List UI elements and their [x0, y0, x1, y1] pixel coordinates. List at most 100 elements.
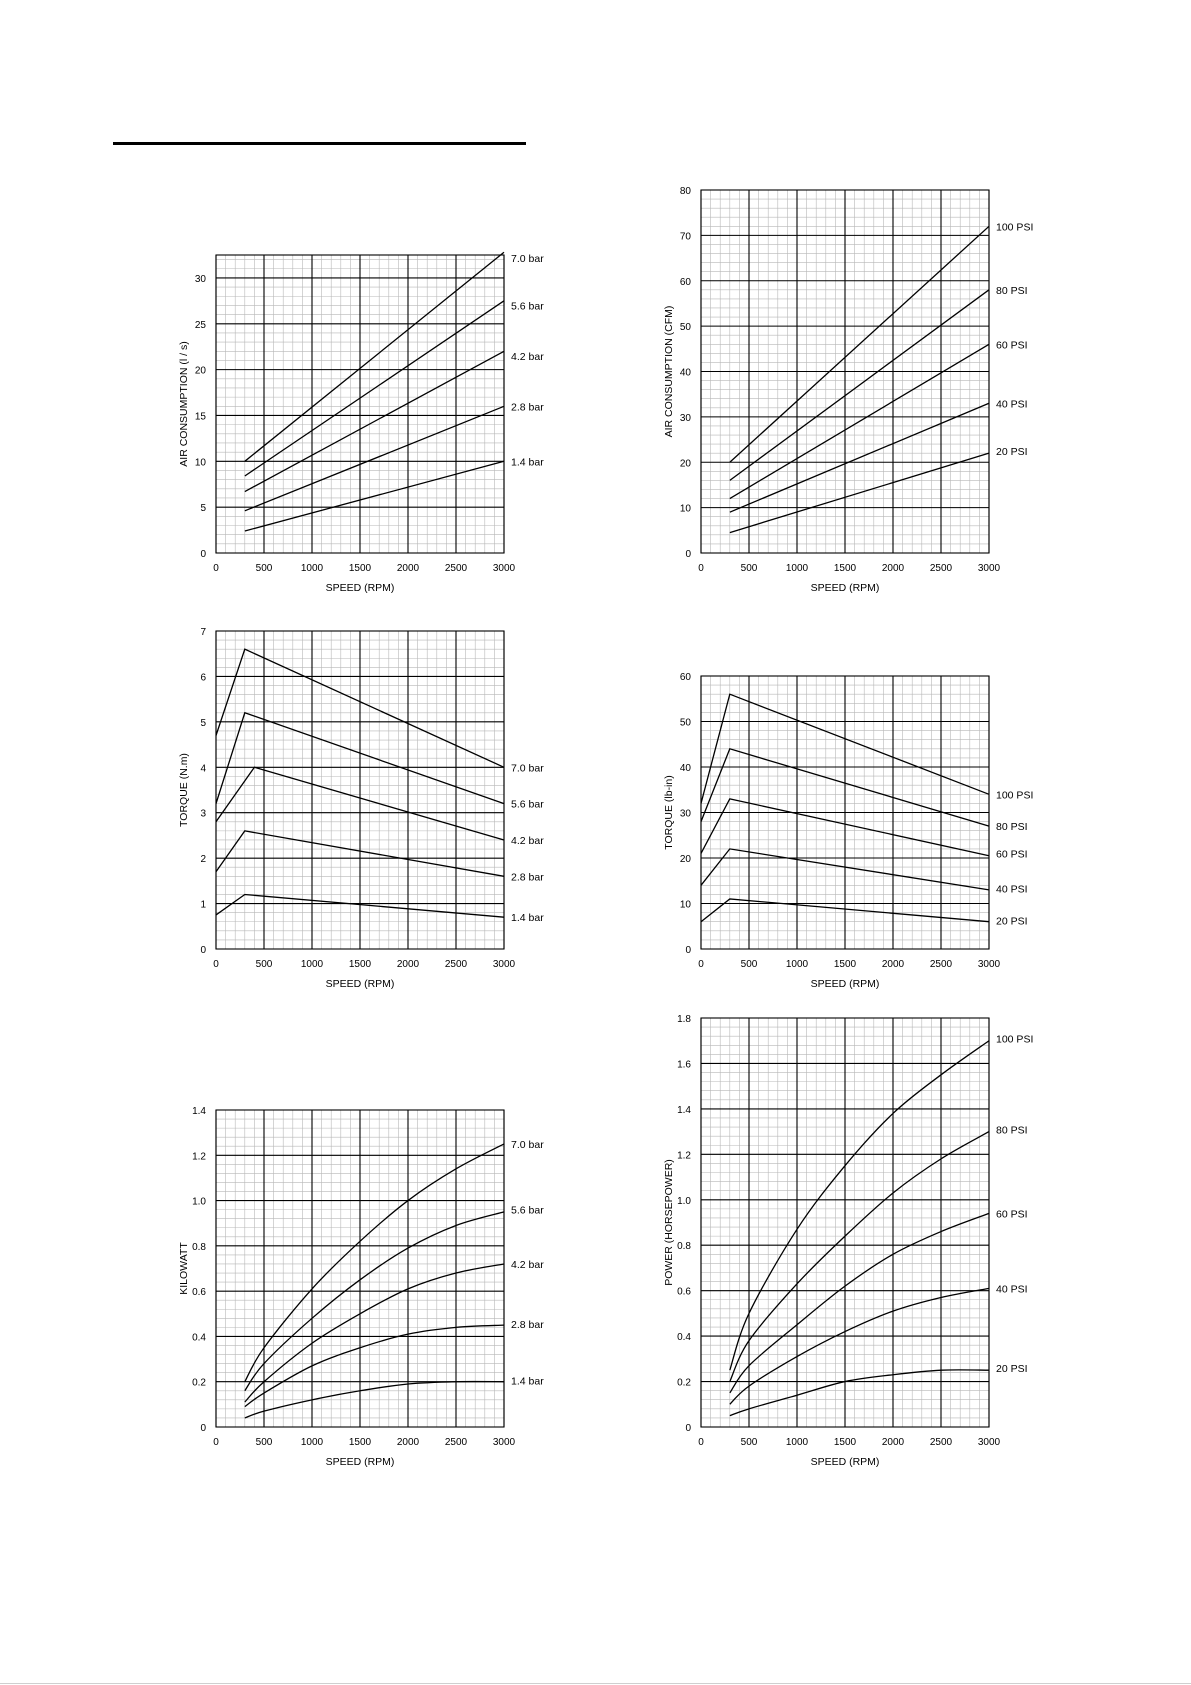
y-tick-label: 7: [200, 627, 206, 638]
major-grid: [215, 255, 505, 554]
series-line: [729, 1287, 990, 1405]
y-tick-label: 40: [680, 763, 692, 774]
series-line: [244, 1211, 505, 1392]
y-tick-label: 1.0: [192, 1197, 206, 1208]
series-label: 80 PSI: [996, 821, 1028, 833]
y-axis-label: KILOWATT: [178, 1242, 190, 1295]
x-tick-label: 1500: [349, 959, 372, 970]
plot-frame: [700, 1017, 990, 1428]
series-label: 2.8 bar: [511, 871, 544, 883]
plot-frame: [215, 1109, 505, 1428]
x-axis-label: SPEED (RPM): [811, 1456, 880, 1468]
series-label: 5.6 bar: [511, 300, 544, 312]
series-line: [244, 350, 505, 493]
series-line: [729, 289, 990, 481]
y-tick-label: 1.2: [677, 1150, 691, 1161]
y-tick-label: 1.4: [677, 1105, 691, 1116]
chart-torque-nm: 0 500 1000 1500 2000 2500 3000 0 1 2 3 4 5 6 7 SPEED (R…: [178, 627, 544, 990]
series-label: 5.6 bar: [511, 1205, 544, 1217]
y-tick-label: 6: [200, 672, 206, 683]
y-tick-label: 40: [680, 368, 692, 379]
x-tick-label: 0: [213, 1437, 219, 1448]
x-tick-label: 1000: [786, 563, 809, 574]
x-tick-label: 1500: [834, 563, 857, 574]
major-grid: [215, 630, 505, 950]
series-label: 80 PSI: [996, 1124, 1028, 1136]
x-tick-label: 3000: [978, 1437, 1001, 1448]
plot-frame: [215, 254, 505, 554]
x-tick-label: 500: [256, 959, 273, 970]
series-label: 4.2 bar: [511, 835, 544, 847]
series-label: 20 PSI: [996, 1363, 1028, 1375]
series-label: 60 PSI: [996, 339, 1028, 351]
series-label: 40 PSI: [996, 883, 1028, 895]
y-tick-label: 1.0: [677, 1196, 691, 1207]
series-label: 100 PSI: [996, 789, 1033, 801]
y-tick-label: 70: [680, 231, 692, 242]
x-tick-label: 2000: [397, 959, 420, 970]
y-tick-label: 60: [680, 672, 692, 683]
x-tick-label: 2500: [930, 563, 953, 574]
series-line: [215, 648, 505, 768]
series-line: [729, 452, 990, 534]
series-label: 80 PSI: [996, 285, 1028, 297]
series-line: [729, 343, 990, 500]
x-tick-label: 3000: [493, 1437, 516, 1448]
x-tick-label: 1000: [301, 959, 324, 970]
x-tick-label: 500: [256, 563, 273, 574]
y-tick-label: 0.8: [677, 1241, 691, 1252]
series-line: [244, 1263, 505, 1403]
x-tick-label: 0: [698, 563, 704, 574]
series-label: 40 PSI: [996, 398, 1028, 410]
x-axis-label: SPEED (RPM): [326, 582, 395, 594]
x-tick-label: 1000: [786, 959, 809, 970]
y-tick-label: 10: [195, 457, 207, 468]
plot-frame: [700, 675, 990, 950]
y-axis-label: AIR CONSUMPTION (CFM): [663, 306, 675, 438]
series-label: 60 PSI: [996, 1208, 1028, 1220]
series-label: 2.8 bar: [511, 1319, 544, 1331]
x-axis-label: SPEED (RPM): [811, 582, 880, 594]
y-tick-label: 0: [685, 945, 691, 956]
series-line: [729, 1369, 990, 1417]
major-grid: [700, 675, 990, 950]
y-tick-label: 10: [680, 900, 692, 911]
x-tick-label: 3000: [493, 563, 516, 574]
x-tick-label: 3000: [978, 959, 1001, 970]
x-tick-label: 1000: [786, 1437, 809, 1448]
y-tick-label: 1: [200, 900, 206, 911]
series-line: [729, 1212, 990, 1394]
y-axis-label: AIR CONSUMPTION (l / s): [178, 341, 190, 466]
x-tick-label: 2000: [882, 1437, 905, 1448]
series-label: 5.6 bar: [511, 799, 544, 811]
x-tick-label: 1500: [349, 1437, 372, 1448]
x-tick-label: 3000: [493, 959, 516, 970]
plot-frame: [215, 630, 505, 950]
y-tick-label: 0.8: [192, 1242, 206, 1253]
x-tick-label: 2500: [445, 959, 468, 970]
y-tick-label: 0.4: [677, 1332, 691, 1343]
series-line: [700, 898, 990, 923]
y-tick-label: 10: [680, 504, 692, 515]
series-label: 100 PSI: [996, 221, 1033, 233]
y-tick-label: 5: [200, 718, 206, 729]
series-label: 1.4 bar: [511, 456, 544, 468]
x-tick-label: 1500: [349, 563, 372, 574]
series-line: [215, 830, 505, 877]
y-tick-label: 0: [200, 1423, 206, 1434]
x-tick-label: 500: [741, 959, 758, 970]
series-line: [700, 748, 990, 827]
y-tick-label: 60: [680, 277, 692, 288]
y-tick-label: 0: [685, 549, 691, 560]
series-label: 20 PSI: [996, 915, 1028, 927]
chart-air-cfm: 0 500 1000 1500 2000 2500 3000 0 10 20 30 40 50 60 70 8…: [663, 186, 1033, 594]
x-axis-label: SPEED (RPM): [811, 978, 880, 990]
y-tick-label: 0.2: [192, 1378, 206, 1389]
series-label: 60 PSI: [996, 848, 1028, 860]
x-tick-label: 2000: [882, 959, 905, 970]
x-tick-label: 500: [256, 1437, 273, 1448]
y-tick-label: 50: [680, 322, 692, 333]
y-tick-label: 30: [680, 809, 692, 820]
x-tick-label: 0: [213, 959, 219, 970]
series-line: [244, 1143, 505, 1383]
